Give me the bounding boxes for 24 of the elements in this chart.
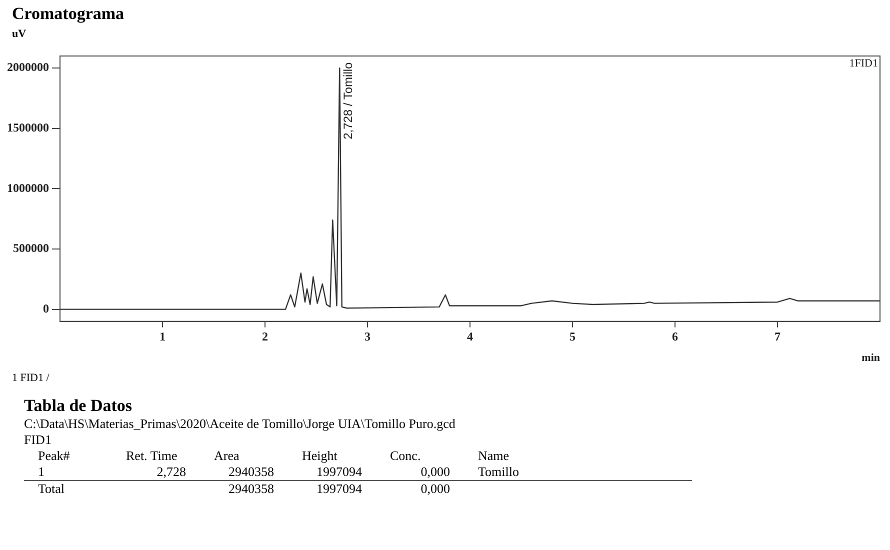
x-tick-label: 7	[774, 330, 780, 344]
annotation: 1FID1	[849, 57, 878, 70]
text: Total 2940358 1997094 0,000	[38, 481, 450, 496]
text: Peak# Ret. Time Area Height Conc. Name	[38, 448, 510, 463]
y-axis-title: uV	[12, 28, 26, 40]
chart-title: Cromatograma	[12, 4, 124, 24]
y-tick-label: 500000	[13, 241, 49, 256]
text: FID1	[24, 432, 52, 448]
y-tick-label: 0	[43, 301, 49, 316]
x-tick-label: 1	[160, 330, 166, 344]
x-tick-label: 6	[672, 330, 678, 344]
y-tick-label: 1500000	[7, 120, 49, 134]
text: 1 2,728 2940358 1997094 0,000 Tomillo	[38, 464, 519, 479]
text: C:\Data\HS\Materias_Primas\2020\Aceite de Tomillo\Jorge UIA\Tomillo Puro.gcd	[24, 416, 456, 432]
text: 1 FID1 /	[12, 372, 50, 384]
x-tick-label: 2	[262, 330, 268, 344]
x-axis-title: min	[862, 352, 880, 364]
y-tick-label: 2000000	[7, 60, 49, 74]
y-tick-label: 1000000	[7, 180, 49, 195]
x-tick-label: 3	[364, 330, 370, 344]
text: Tabla de Datos	[24, 396, 134, 416]
annotation: 2,728 / Tomillo	[340, 62, 355, 140]
x-tick-label: 4	[467, 330, 473, 344]
x-tick-label: 5	[570, 330, 576, 344]
